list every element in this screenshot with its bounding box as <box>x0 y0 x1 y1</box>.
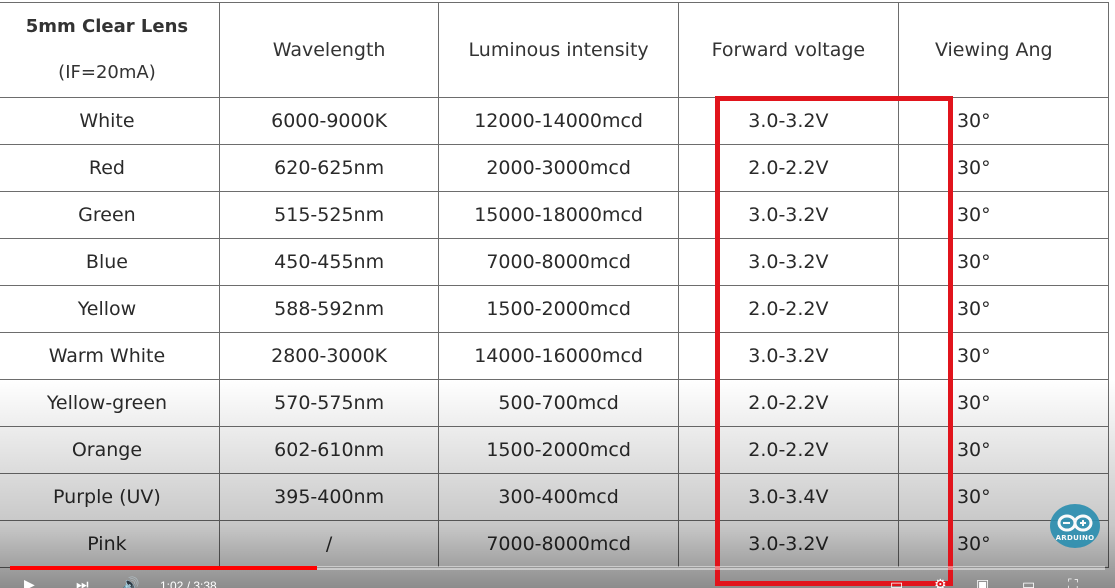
cell-color: Yellow <box>0 285 220 333</box>
subtitles-icon[interactable]: ▭ <box>890 577 904 588</box>
col-header-wavelength: Wavelength <box>218 2 440 98</box>
cell-wavelength: 6000-9000K <box>218 97 440 145</box>
table-header-row: 5mm Clear Lens (IF=20mA) Wavelength Lumi… <box>0 2 1110 98</box>
cell-angle: 30° <box>897 191 1110 239</box>
cell-angle: 30° <box>897 97 1110 145</box>
cell-luminous: 1500-2000mcd <box>438 426 679 474</box>
cell-wavelength: 570-575nm <box>218 379 440 427</box>
led-spec-table: 5mm Clear Lens (IF=20mA) Wavelength Lumi… <box>0 2 1110 568</box>
cell-luminous: 7000-8000mcd <box>438 238 679 286</box>
cell-voltage: 3.0-3.2V <box>677 520 899 568</box>
player-controls: ▶ ⏭ 🔊 1:02 / 3:38 ▭ ⚙ ▣ ▭ ⛶ <box>0 574 1115 588</box>
theater-icon[interactable]: ▭ <box>1022 577 1036 588</box>
cell-color: Orange <box>0 426 220 474</box>
cell-angle: 30° <box>897 285 1110 333</box>
cell-voltage: 2.0-2.2V <box>677 426 899 474</box>
table-row: Yellow 588-592nm 1500-2000mcd 2.0-2.2V 30° <box>0 285 1110 333</box>
col-header-voltage: Forward voltage <box>677 2 899 98</box>
col-header-lens-title: 5mm Clear Lens <box>25 16 189 37</box>
table-row: Green 515-525nm 15000-18000mcd 3.0-3.2V 30° <box>0 191 1110 239</box>
miniplayer-icon[interactable]: ▣ <box>976 577 990 588</box>
col-header-luminous: Luminous intensity <box>438 2 679 98</box>
cell-voltage: 3.0-3.2V <box>677 332 899 380</box>
cell-angle: 30° <box>897 332 1110 380</box>
volume-icon[interactable]: 🔊 <box>122 577 140 588</box>
col-header-angle: Viewing Ang <box>897 2 1110 98</box>
cell-color: Pink <box>0 520 220 568</box>
time-display: 1:02 / 3:38 <box>160 579 217 588</box>
cell-luminous: 15000-18000mcd <box>438 191 679 239</box>
video-progress-bar[interactable] <box>10 566 1105 570</box>
cell-luminous: 14000-16000mcd <box>438 332 679 380</box>
cell-angle: 30° <box>897 238 1110 286</box>
col-header-lens-sub: (IF=20mA) <box>58 62 156 83</box>
cell-wavelength: 588-592nm <box>218 285 440 333</box>
arduino-logo: ARDUINO <box>1050 504 1100 548</box>
cell-voltage: 2.0-2.2V <box>677 144 899 192</box>
table-row: Purple (UV) 395-400nm 300-400mcd 3.0-3.4V 30… <box>0 473 1110 521</box>
table-row: Red 620-625nm 2000-3000mcd 2.0-2.2V 30° <box>0 144 1110 192</box>
arduino-logo-text: ARDUINO <box>1055 534 1095 542</box>
cell-wavelength: 450-455nm <box>218 238 440 286</box>
table-row: Blue 450-455nm 7000-8000mcd 3.0-3.2V 30° <box>0 238 1110 286</box>
cell-color: White <box>0 97 220 145</box>
cell-color: Yellow-green <box>0 379 220 427</box>
cell-color: Red <box>0 144 220 192</box>
cell-wavelength: 395-400nm <box>218 473 440 521</box>
col-header-lens: 5mm Clear Lens (IF=20mA) <box>0 2 220 98</box>
cell-angle: 30° <box>897 144 1110 192</box>
table-row: Pink/7000-8000mcd 3.0-3.2V 30° <box>0 520 1110 568</box>
cell-wavelength: / <box>218 520 440 568</box>
cell-wavelength: 515-525nm <box>218 191 440 239</box>
cell-wavelength: 2800-3000K <box>218 332 440 380</box>
table-row: White 6000-9000K 12000-14000mcd 3.0-3.2V 30° <box>0 97 1110 145</box>
video-progress-played <box>10 566 317 570</box>
cell-color: Green <box>0 191 220 239</box>
cell-wavelength: 602-610nm <box>218 426 440 474</box>
cell-luminous: 7000-8000mcd <box>438 520 679 568</box>
next-icon[interactable]: ⏭ <box>76 577 89 588</box>
cell-voltage: 2.0-2.2V <box>677 285 899 333</box>
cell-luminous: 300-400mcd <box>438 473 679 521</box>
fullscreen-icon[interactable]: ⛶ <box>1068 577 1078 588</box>
cell-angle: 30° <box>897 379 1110 427</box>
cell-voltage: 3.0-3.2V <box>677 191 899 239</box>
cell-voltage: 3.0-3.2V <box>677 238 899 286</box>
cell-luminous: 1500-2000mcd <box>438 285 679 333</box>
cell-color: Warm White <box>0 332 220 380</box>
table-row: Yellow-green 570-575nm 500-700mcd 2.0-2.2V 3… <box>0 379 1110 427</box>
cell-wavelength: 620-625nm <box>218 144 440 192</box>
cell-luminous: 2000-3000mcd <box>438 144 679 192</box>
table-row: Orange 602-610nm 1500-2000mcd 2.0-2.2V 30° <box>0 426 1110 474</box>
play-icon[interactable]: ▶ <box>24 577 35 588</box>
cell-color: Blue <box>0 238 220 286</box>
cell-luminous: 500-700mcd <box>438 379 679 427</box>
cell-color: Purple (UV) <box>0 473 220 521</box>
cell-voltage: 3.0-3.2V <box>677 97 899 145</box>
cell-luminous: 12000-14000mcd <box>438 97 679 145</box>
cell-voltage: 3.0-3.4V <box>677 473 899 521</box>
cell-angle: 30° <box>897 426 1110 474</box>
cell-voltage: 2.0-2.2V <box>677 379 899 427</box>
table-row: Warm White 2800-3000K 14000-16000mcd 3.0-3.… <box>0 332 1110 380</box>
settings-icon[interactable]: ⚙ <box>934 577 947 588</box>
arduino-infinity-icon <box>1057 514 1093 532</box>
